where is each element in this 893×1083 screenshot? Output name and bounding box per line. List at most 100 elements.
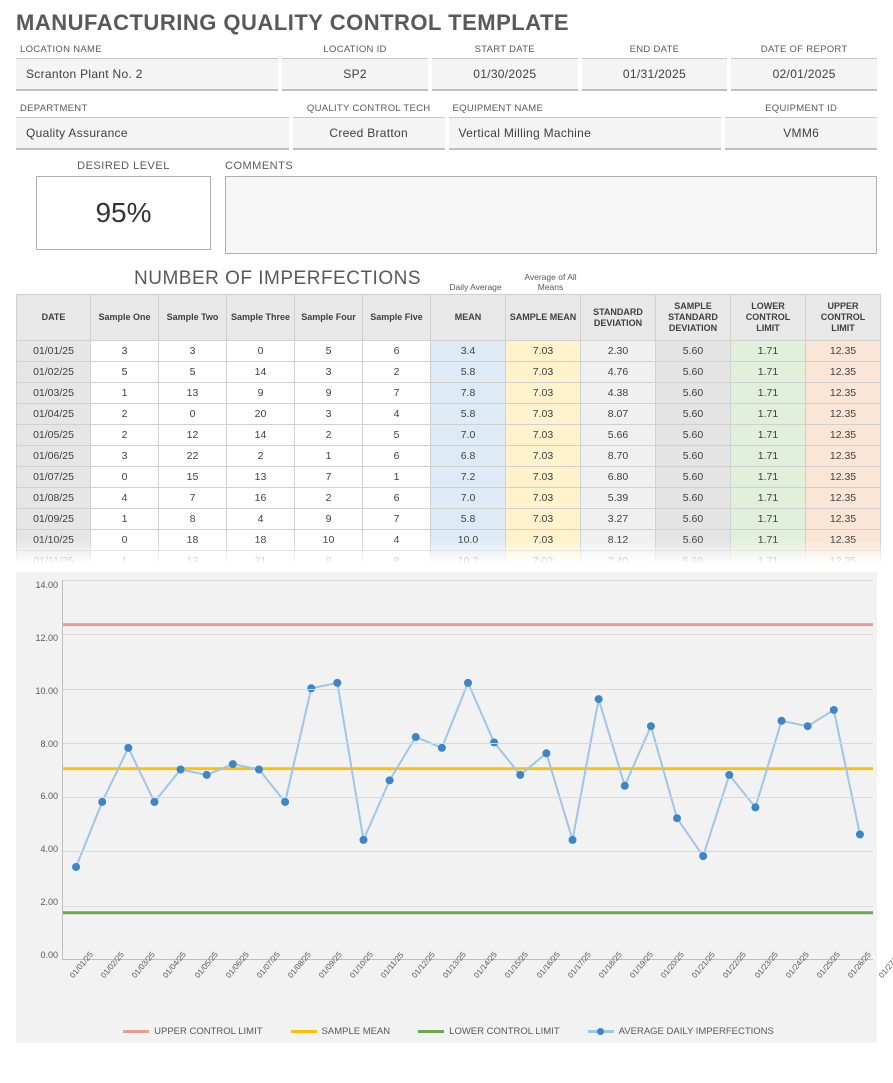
cell[interactable]: 5 <box>295 341 363 362</box>
cell[interactable]: 8.07 <box>581 404 656 425</box>
cell[interactable]: 1.71 <box>731 362 806 383</box>
cell[interactable]: 15 <box>159 467 227 488</box>
cell[interactable]: 5.60 <box>656 446 731 467</box>
cell[interactable]: 12 <box>159 425 227 446</box>
cell[interactable]: 7.8 <box>431 383 506 404</box>
cell[interactable]: 7.0 <box>431 488 506 509</box>
cell[interactable]: 01/07/25 <box>17 467 91 488</box>
cell[interactable]: 01/01/25 <box>17 341 91 362</box>
cell[interactable]: 7.03 <box>506 488 581 509</box>
cell[interactable]: 5.60 <box>656 425 731 446</box>
qc-tech[interactable]: Creed Bratton <box>293 118 445 150</box>
cell[interactable]: 2 <box>295 425 363 446</box>
cell[interactable]: 1.71 <box>731 341 806 362</box>
cell[interactable]: 5.60 <box>656 488 731 509</box>
cell[interactable]: 7.2 <box>431 467 506 488</box>
equipment-id[interactable]: VMM6 <box>725 118 877 150</box>
cell[interactable]: 7.03 <box>506 425 581 446</box>
cell[interactable]: 2 <box>91 425 159 446</box>
cell[interactable]: 7 <box>159 488 227 509</box>
cell[interactable]: 0 <box>91 467 159 488</box>
cell[interactable]: 7.03 <box>506 467 581 488</box>
cell[interactable]: 7.03 <box>506 341 581 362</box>
cell[interactable]: 5.39 <box>581 488 656 509</box>
desired-level[interactable]: 95% <box>36 176 211 250</box>
cell[interactable]: 01/05/25 <box>17 425 91 446</box>
cell[interactable]: 5 <box>159 362 227 383</box>
report-date[interactable]: 02/01/2025 <box>731 59 877 91</box>
cell[interactable]: 2 <box>227 446 295 467</box>
cell[interactable]: 3.27 <box>581 509 656 530</box>
cell[interactable]: 3.4 <box>431 341 506 362</box>
cell[interactable]: 5 <box>91 362 159 383</box>
cell[interactable]: 9 <box>295 383 363 404</box>
cell[interactable]: 1.71 <box>731 404 806 425</box>
cell[interactable]: 01/09/25 <box>17 509 91 530</box>
cell[interactable]: 1 <box>91 509 159 530</box>
cell[interactable]: 1.71 <box>731 425 806 446</box>
cell[interactable]: 6.80 <box>581 467 656 488</box>
equipment-name[interactable]: Vertical Milling Machine <box>449 118 722 150</box>
cell[interactable]: 5.8 <box>431 509 506 530</box>
location-name[interactable]: Scranton Plant No. 2 <box>16 59 278 91</box>
cell[interactable]: 8.70 <box>581 446 656 467</box>
cell[interactable]: 9 <box>227 383 295 404</box>
cell[interactable]: 22 <box>159 446 227 467</box>
cell[interactable]: 12.35 <box>806 362 881 383</box>
cell[interactable]: 3 <box>295 404 363 425</box>
cell[interactable]: 7 <box>363 383 431 404</box>
cell[interactable]: 1 <box>91 383 159 404</box>
cell[interactable]: 7.03 <box>506 362 581 383</box>
cell[interactable]: 4 <box>227 509 295 530</box>
cell[interactable]: 5.60 <box>656 341 731 362</box>
cell[interactable]: 12.35 <box>806 383 881 404</box>
cell[interactable]: 7.0 <box>431 425 506 446</box>
cell[interactable]: 5.66 <box>581 425 656 446</box>
cell[interactable]: 12.35 <box>806 467 881 488</box>
cell[interactable]: 0 <box>159 404 227 425</box>
cell[interactable]: 1.71 <box>731 467 806 488</box>
cell[interactable]: 13 <box>227 467 295 488</box>
cell[interactable]: 2 <box>295 488 363 509</box>
cell[interactable]: 12.35 <box>806 404 881 425</box>
cell[interactable]: 12.35 <box>806 509 881 530</box>
cell[interactable]: 12.35 <box>806 446 881 467</box>
cell[interactable]: 4.38 <box>581 383 656 404</box>
cell[interactable]: 12.35 <box>806 488 881 509</box>
cell[interactable]: 8 <box>159 509 227 530</box>
cell[interactable]: 3 <box>295 362 363 383</box>
cell[interactable]: 1.71 <box>731 488 806 509</box>
cell[interactable]: 2 <box>91 404 159 425</box>
cell[interactable]: 14 <box>227 362 295 383</box>
cell[interactable]: 16 <box>227 488 295 509</box>
cell[interactable]: 12.35 <box>806 425 881 446</box>
cell[interactable]: 3 <box>91 341 159 362</box>
cell[interactable]: 12.35 <box>806 341 881 362</box>
cell[interactable]: 6 <box>363 341 431 362</box>
cell[interactable]: 4.76 <box>581 362 656 383</box>
cell[interactable]: 1.71 <box>731 509 806 530</box>
cell[interactable]: 7 <box>295 467 363 488</box>
cell[interactable]: 01/03/25 <box>17 383 91 404</box>
cell[interactable]: 5.60 <box>656 467 731 488</box>
start-date[interactable]: 01/30/2025 <box>432 59 578 91</box>
cell[interactable]: 1.71 <box>731 383 806 404</box>
cell[interactable]: 7.03 <box>506 404 581 425</box>
cell[interactable]: 01/08/25 <box>17 488 91 509</box>
cell[interactable]: 4 <box>91 488 159 509</box>
cell[interactable]: 20 <box>227 404 295 425</box>
cell[interactable]: 6.8 <box>431 446 506 467</box>
cell[interactable]: 5.60 <box>656 509 731 530</box>
location-id[interactable]: SP2 <box>282 59 428 91</box>
cell[interactable]: 7.03 <box>506 383 581 404</box>
cell[interactable]: 7.03 <box>506 446 581 467</box>
cell[interactable]: 01/06/25 <box>17 446 91 467</box>
cell[interactable]: 3 <box>91 446 159 467</box>
cell[interactable]: 6 <box>363 488 431 509</box>
cell[interactable]: 1.71 <box>731 446 806 467</box>
cell[interactable]: 01/02/25 <box>17 362 91 383</box>
cell[interactable]: 5.60 <box>656 383 731 404</box>
cell[interactable]: 6 <box>363 446 431 467</box>
cell[interactable]: 2 <box>363 362 431 383</box>
cell[interactable]: 01/04/25 <box>17 404 91 425</box>
